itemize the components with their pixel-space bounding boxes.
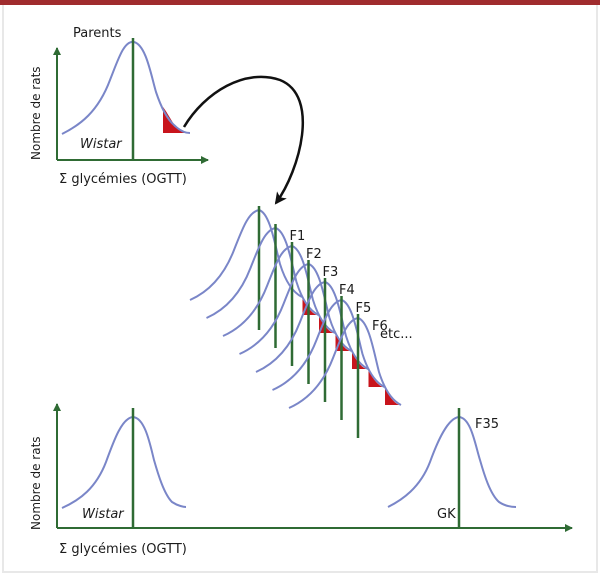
generation-selected-tail (335, 334, 350, 351)
gk-distribution-curve (387, 415, 517, 508)
parents-distribution-curve (61, 40, 191, 135)
generation-label: F6 (372, 319, 388, 334)
bottom-y-axis-label: Nombre de rats (29, 436, 43, 530)
generation-label: F2 (306, 247, 322, 262)
selection-arrow (182, 75, 304, 205)
f35-label: F35 (475, 417, 499, 432)
etc-label: etc... (380, 327, 413, 342)
bottom-panel: Wistar GK F35 Nombre de rats Σ glycémies… (29, 403, 573, 557)
bottom-x-axis-label: Σ glycémies (OGTT) (59, 542, 187, 557)
wistar-distribution-curve (61, 415, 187, 509)
generation-selected-tail (302, 298, 317, 315)
generation-label: F3 (323, 265, 339, 280)
header-bar (0, 0, 600, 5)
generation-selected-tail (319, 316, 333, 333)
generation-label: F5 (356, 301, 372, 316)
generation-label: F1 (290, 229, 306, 244)
gk-label: GK (437, 507, 456, 522)
top-wistar-label: Wistar (80, 137, 123, 152)
generation-selected-tail (352, 352, 366, 369)
top-y-axis-label: Nombre de rats (29, 66, 43, 160)
generation-selected-tail (368, 370, 383, 387)
generation-selected-tail (385, 388, 399, 405)
generation-distribution-curve (189, 208, 303, 301)
top-panel: Parents Wistar Nombre de rats Σ glycémie… (29, 26, 209, 187)
top-selected-tail (163, 107, 187, 133)
generation-label: F4 (339, 283, 355, 298)
top-x-axis-label: Σ glycémies (OGTT) (59, 172, 187, 187)
parents-label: Parents (73, 26, 122, 41)
bottom-wistar-label: Wistar (82, 507, 125, 522)
